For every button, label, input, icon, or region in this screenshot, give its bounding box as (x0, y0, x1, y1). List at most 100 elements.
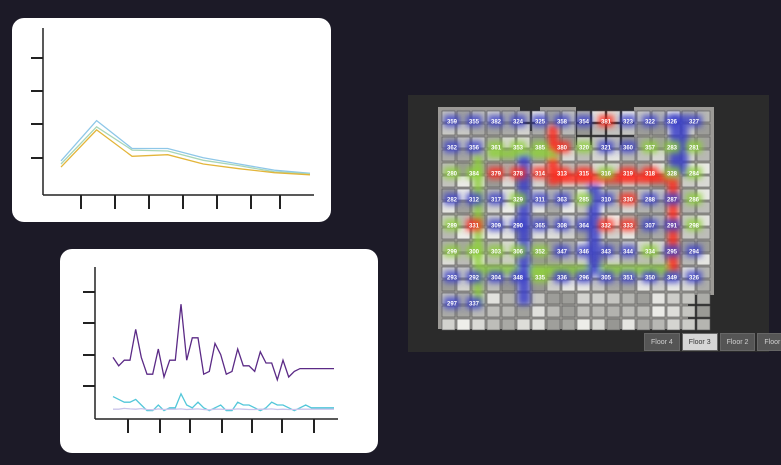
line-chart-card-2 (60, 249, 378, 453)
room-label: 324 (513, 120, 524, 126)
room-label: 350 (645, 276, 656, 282)
room-label: 300 (469, 250, 480, 256)
room-label: 329 (513, 198, 524, 204)
room-label: 316 (601, 172, 612, 178)
room-label: 292 (469, 276, 480, 282)
room-label: 344 (623, 250, 634, 256)
room-label: 291 (667, 224, 678, 230)
room-label: 382 (491, 120, 502, 126)
room-label: 331 (469, 224, 480, 230)
room-label: 314 (535, 172, 546, 178)
room-label: 288 (645, 198, 656, 204)
room-label: 385 (535, 146, 546, 152)
room-label: 317 (491, 198, 502, 204)
room-label: 379 (491, 172, 502, 178)
room-label: 285 (579, 198, 590, 204)
room-label: 287 (667, 198, 678, 204)
floor-tabs: Floor 4 Floor 3 Floor 2 Floor (644, 333, 781, 351)
room-label: 359 (447, 120, 458, 126)
room-label: 355 (469, 120, 480, 126)
floorplan-heatmap[interactable]: 359 355 382 324 325 358 354 381 323 322 326 327 362 3… (408, 95, 769, 352)
room-label: 337 (469, 302, 480, 308)
room-label: 321 (601, 146, 612, 152)
room-label: 297 (447, 302, 458, 308)
room-label: 347 (557, 250, 568, 256)
room-label: 346 (579, 250, 590, 256)
floorplan-heatmap-panel[interactable]: 359 355 382 324 325 358 354 381 323 322 326 327 362 3… (408, 95, 769, 352)
room-label: 284 (689, 172, 700, 178)
room-label: 327 (689, 120, 700, 126)
room-label: 319 (623, 172, 634, 178)
room-label: 326 (689, 276, 700, 282)
room-label: 326 (667, 120, 678, 126)
room-label: 296 (579, 276, 590, 282)
room-label: 311 (535, 198, 545, 204)
room-label: 335 (535, 276, 546, 282)
room-label: 333 (623, 224, 634, 230)
room-label: 299 (447, 250, 458, 256)
room-label: 282 (447, 198, 458, 204)
room-label: 325 (535, 120, 546, 126)
room-label: 305 (601, 276, 612, 282)
room-label: 283 (667, 146, 678, 152)
series-line-0 (112, 304, 334, 382)
room-label: 320 (579, 146, 590, 152)
room-label: 364 (579, 224, 590, 230)
room-label: 310 (601, 198, 612, 204)
room-label: 312 (469, 198, 480, 204)
line-chart-card-1 (12, 18, 331, 222)
room-label: 354 (579, 120, 590, 126)
room-label: 384 (469, 172, 480, 178)
room-label: 361 (491, 146, 502, 152)
room-label: 349 (667, 276, 678, 282)
room-label: 303 (491, 250, 502, 256)
room-label: 332 (601, 224, 612, 230)
room-label: 360 (623, 146, 634, 152)
room-label: 336 (557, 276, 568, 282)
room-label: 378 (513, 172, 524, 178)
series-line-1 (60, 125, 311, 175)
tab-floor-3[interactable]: Floor 3 (681, 333, 718, 351)
room-label: 362 (447, 146, 458, 152)
room-label: 357 (645, 146, 656, 152)
tab-floor-4[interactable]: Floor 4 (644, 333, 680, 351)
room-label: 328 (667, 172, 678, 178)
line-chart-2 (83, 267, 338, 433)
room-label: 290 (513, 224, 524, 230)
room-label: 298 (689, 224, 700, 230)
room-label: 306 (513, 250, 524, 256)
tab-floor-2[interactable]: Floor 2 (719, 333, 756, 351)
room-label: 363 (557, 198, 568, 204)
room-label: 295 (667, 250, 678, 256)
room-label: 356 (469, 146, 480, 152)
room-label: 330 (623, 198, 634, 204)
room-label: 318 (645, 172, 656, 178)
room-label: 313 (557, 172, 568, 178)
room-label: 289 (447, 224, 458, 230)
room-label: 322 (645, 120, 656, 126)
series-line-1 (112, 392, 334, 412)
series-line-0 (60, 119, 311, 174)
room-label: 307 (645, 224, 656, 230)
series-line-2 (113, 407, 334, 411)
room-label: 348 (513, 276, 524, 282)
series-line-2 (60, 129, 311, 176)
room-label: 280 (447, 172, 458, 178)
room-label: 358 (557, 120, 568, 126)
room-label: 304 (491, 276, 502, 282)
room-label: 365 (535, 224, 546, 230)
room-label: 334 (645, 250, 656, 256)
room-label: 381 (601, 120, 612, 126)
room-label: 315 (579, 172, 590, 178)
room-label: 294 (689, 250, 700, 256)
room-label: 308 (557, 224, 568, 230)
room-label: 343 (601, 250, 612, 256)
room-label: 323 (623, 120, 634, 126)
room-label: 351 (623, 276, 634, 282)
tab-floor-more[interactable]: Floor (757, 333, 781, 351)
line-chart-1 (31, 28, 314, 209)
room-label: 352 (535, 250, 546, 256)
room-label: 353 (513, 146, 524, 152)
room-label: 293 (447, 276, 458, 282)
room-label: 281 (689, 146, 700, 152)
